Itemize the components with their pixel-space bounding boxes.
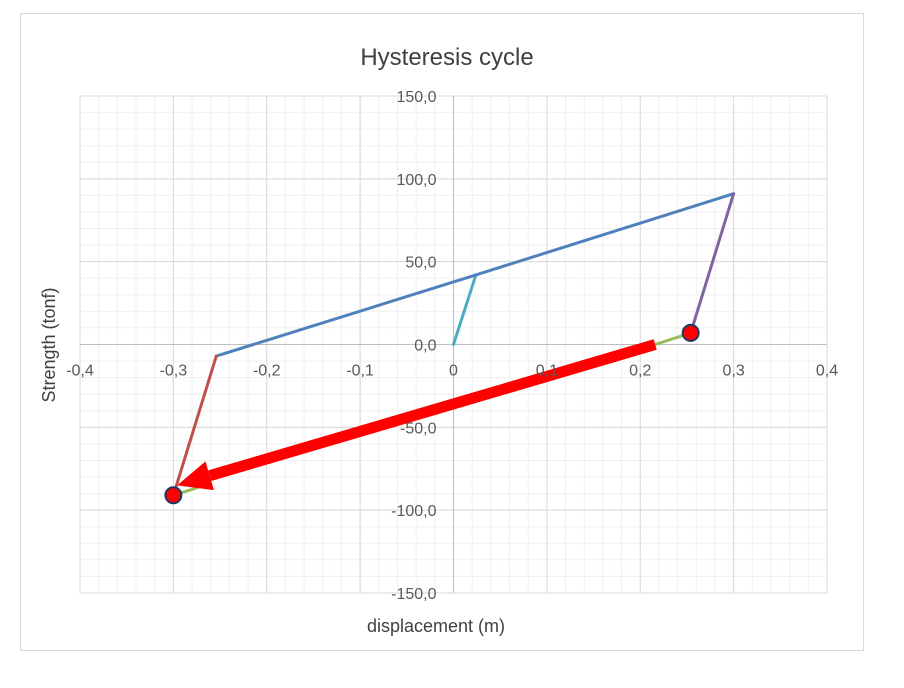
y-tick-label: 0,0 [414, 338, 436, 355]
series-line-6 [171, 354, 218, 497]
x-tick-label: 0 [449, 363, 458, 380]
chart-title: Hysteresis cycle [360, 44, 533, 71]
annotation-layer [177, 339, 657, 491]
x-tick-label: 0,1 [536, 363, 558, 380]
series-line-1 [452, 273, 478, 346]
series-line-5 [214, 273, 478, 358]
series-layer [171, 192, 736, 497]
x-tick-label: 0,2 [629, 363, 651, 380]
x-tick-label: -0,2 [253, 363, 281, 380]
series-line-2 [474, 192, 736, 277]
y-tick-label: 150,0 [396, 89, 436, 106]
x-tick-label: -0,3 [160, 363, 188, 380]
x-axis-label: displacement (m) [367, 616, 505, 636]
y-tick-label: -150,0 [391, 586, 436, 603]
tick-labels: -0,4 -0,3 -0,2 -0,1 0 0,1 0,2 0,3 0,4 150,0 100,0 5… [66, 89, 838, 603]
y-tick-label: 50,0 [405, 255, 436, 272]
x-tick-label: -0,1 [346, 363, 374, 380]
x-tick-label: -0,4 [66, 363, 94, 380]
arrow-head [177, 461, 214, 491]
y-tick-label: -50,0 [400, 420, 437, 437]
y-axis-label: Strength (tonf) [39, 287, 59, 402]
series-line-3 [689, 192, 736, 335]
data-point-marker [681, 323, 700, 342]
y-tick-label: -100,0 [391, 503, 436, 520]
x-tick-label: 0,4 [816, 363, 838, 380]
marker-layer [164, 323, 700, 505]
x-tick-label: 0,3 [723, 363, 745, 380]
data-point-marker [164, 486, 183, 505]
y-tick-label: 100,0 [396, 172, 436, 189]
arrow-shaft [208, 339, 657, 481]
chart-frame [20, 13, 864, 651]
